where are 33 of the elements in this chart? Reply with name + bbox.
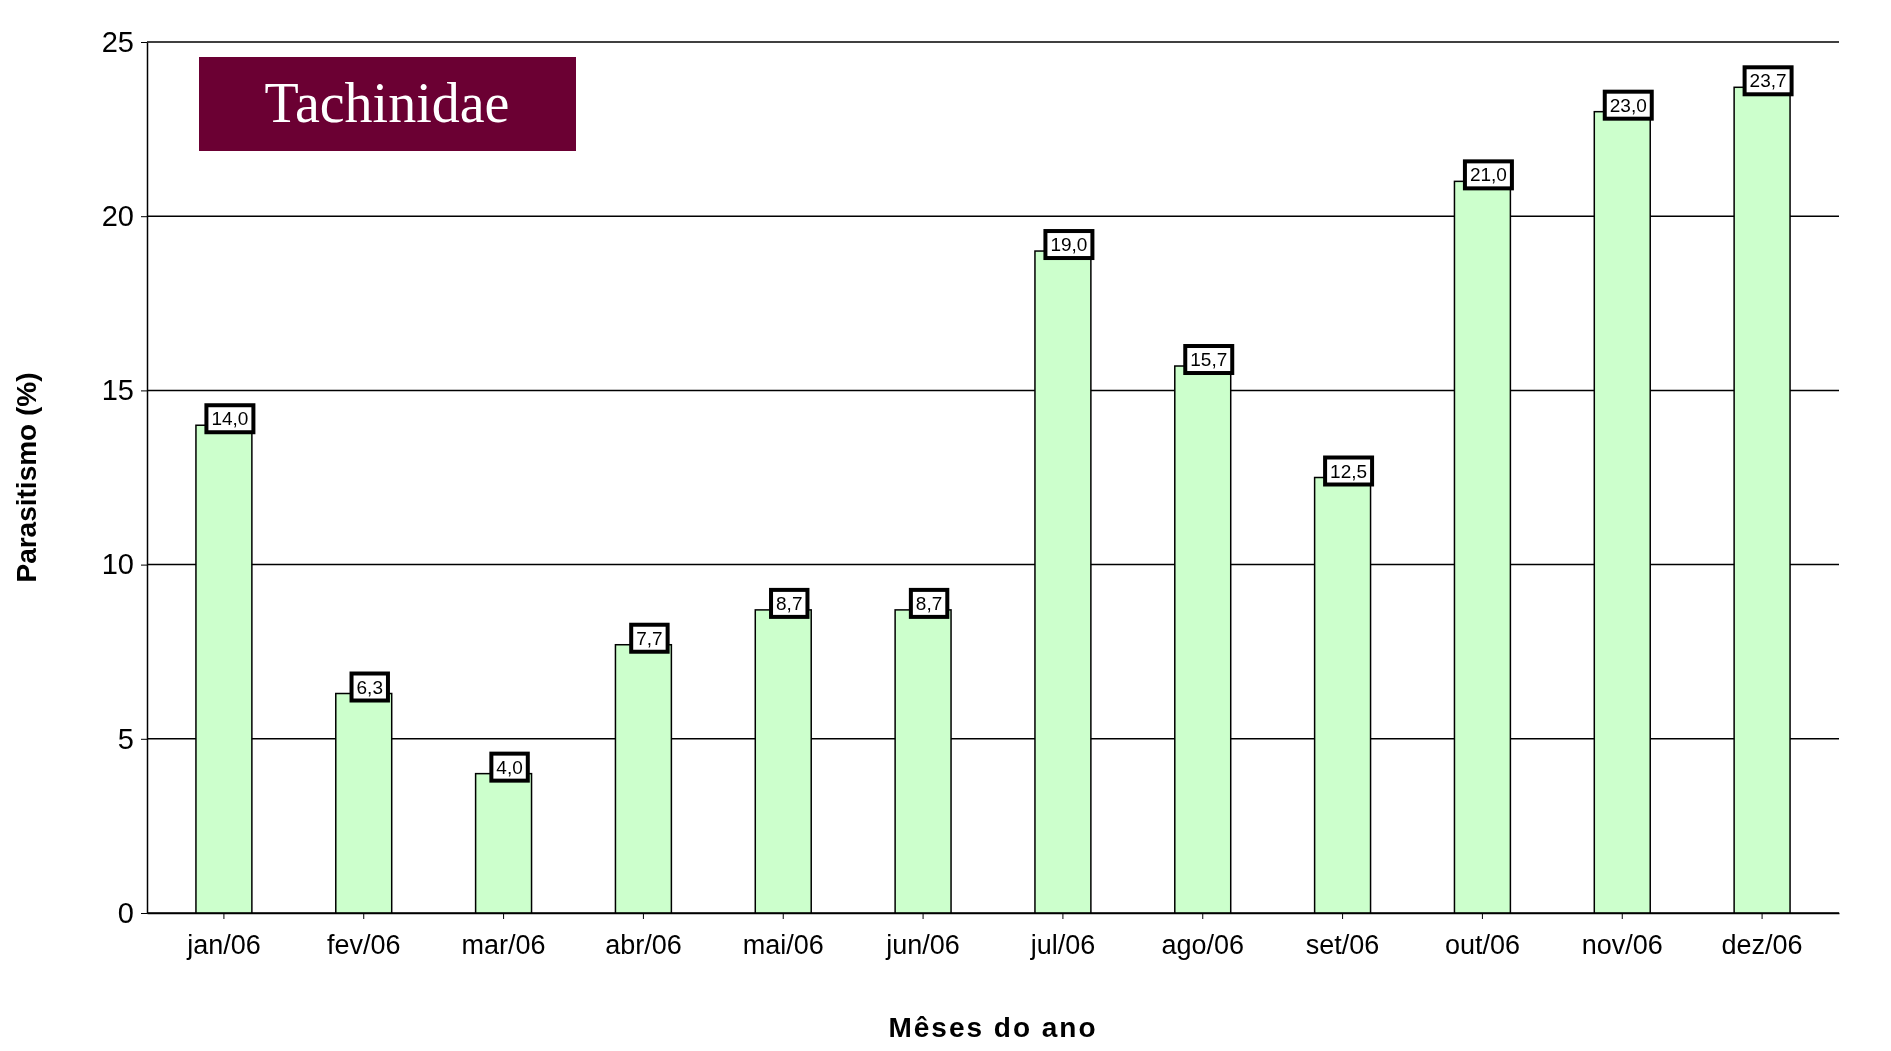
- data-label: 8,7: [776, 592, 803, 614]
- y-tick-label: 25: [101, 25, 134, 58]
- x-tick-label: jul/06: [1029, 930, 1096, 961]
- x-tick-label: mar/06: [461, 930, 546, 961]
- x-tick-label: ago/06: [1161, 930, 1245, 961]
- data-label: 23,0: [1609, 94, 1647, 116]
- data-label: 21,0: [1469, 164, 1507, 186]
- y-tick-label: 20: [101, 199, 134, 232]
- data-label: 7,7: [636, 627, 663, 649]
- y-tick-label: 5: [117, 722, 134, 755]
- x-tick-label: abr/06: [605, 930, 682, 961]
- data-label: 8,7: [915, 592, 943, 614]
- x-tick-label: dez/06: [1721, 930, 1803, 961]
- data-label: 23,7: [1749, 70, 1787, 92]
- data-label: 14,0: [211, 408, 249, 430]
- text: Tachinidae: [264, 72, 510, 134]
- x-axis-title: Mêses do ano: [888, 1012, 1098, 1043]
- x-tick-label: out/06: [1444, 930, 1520, 961]
- x-tick-label: nov/06: [1581, 930, 1663, 961]
- data-label: 12,5: [1330, 460, 1368, 482]
- x-tick-label: jan/06: [186, 930, 261, 961]
- data-label: 6,3: [356, 676, 383, 698]
- data-label: 4,0: [496, 756, 523, 778]
- y-axis-title: Parasitismo (%): [11, 372, 42, 583]
- data-label: 15,7: [1190, 349, 1228, 371]
- x-tick-label: fev/06: [326, 930, 401, 961]
- y-tick-label: 0: [117, 896, 134, 929]
- x-tick-label: mai/06: [742, 930, 824, 961]
- y-tick-label: 15: [101, 374, 134, 407]
- data-label: 19,0: [1050, 234, 1088, 256]
- x-tick-label: jun/06: [885, 930, 960, 961]
- y-tick-label: 10: [101, 548, 134, 581]
- x-tick-label: set/06: [1305, 930, 1380, 961]
